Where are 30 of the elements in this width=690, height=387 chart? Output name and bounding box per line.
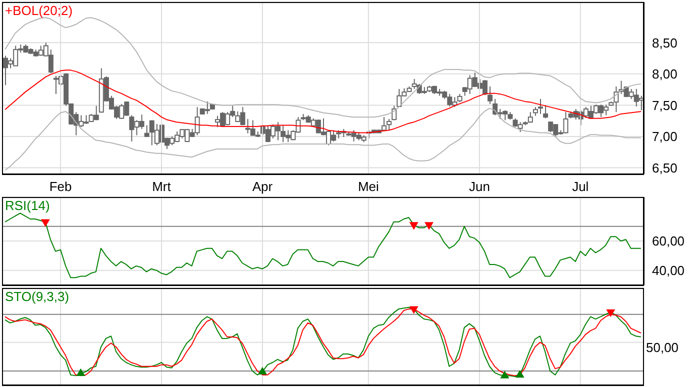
candlestick [538,98,544,114]
line-series [4,212,642,278]
x-tick-label: Jul [572,179,589,194]
candlestick [386,118,392,131]
candlestick [392,105,397,121]
y-tick-label: 60,00 [652,234,685,249]
text: 50,00 [646,340,679,356]
chart-title: RSI(14) [5,198,50,213]
point [515,370,524,378]
y-tick-label: 7,00 [652,129,678,144]
candlestick [144,124,150,137]
y-tick-label: 8,00 [652,66,678,82]
x-tick-label: Feb [49,179,72,194]
x-tick-label: Mrt [152,179,172,194]
point [409,306,418,314]
x-tick-label: Mei [358,179,380,194]
point [76,368,86,376]
y-tick-label: 7,50 [652,98,678,113]
y-tick-label: 40,00 [652,262,685,278]
chart-title: +BOL(20;2) [5,3,73,18]
y-tick-label: 6,50 [652,160,678,176]
point [606,309,616,318]
candlestick [488,86,493,104]
x-tick-label: Apr [252,179,274,194]
point [500,370,510,378]
y-tick-label: 8,50 [652,35,678,50]
candlestick [543,104,548,119]
point [258,366,267,375]
chart-title: STO(9,3,3) [5,289,70,304]
x-tick-label: Jun [468,179,490,194]
